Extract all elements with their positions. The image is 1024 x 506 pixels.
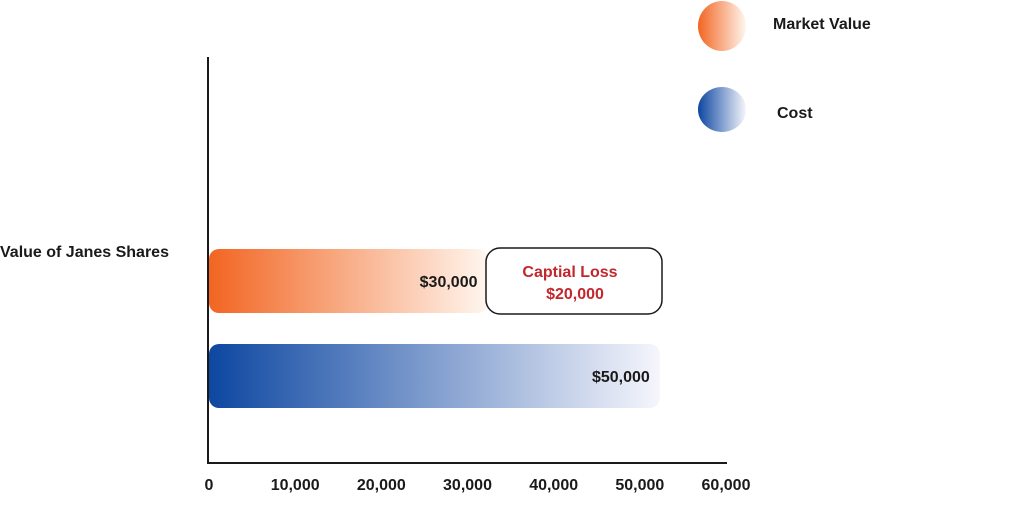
category-label: Value of Janes Shares: [0, 244, 169, 261]
bar-label-cost: $50,000: [592, 369, 650, 386]
x-tick-label: 0: [205, 477, 214, 494]
capital-loss-amount: $20,000: [546, 286, 604, 303]
legend-swatch-cost: [698, 87, 746, 132]
legend-label-market-value: Market Value: [773, 16, 871, 33]
legend-swatch-market-value: [698, 1, 746, 51]
x-tick-label: 40,000: [529, 477, 578, 494]
bar-market-value: [209, 249, 488, 313]
x-tick-label: 20,000: [357, 477, 406, 494]
x-tick-label: 30,000: [443, 477, 492, 494]
bar-label-market-value: $30,000: [420, 274, 478, 291]
capital-loss-callout-box: [485, 247, 663, 315]
capital-loss-title: Captial Loss: [522, 264, 617, 281]
bar-cost: [209, 344, 660, 408]
legend: Market Value Cost: [698, 1, 871, 132]
x-tick-label: 60,000: [702, 477, 751, 494]
legend-label-cost: Cost: [777, 105, 813, 122]
x-tick-label: 10,000: [271, 477, 320, 494]
x-tick-labels: 0 10,000 20,000 30,000 40,000 50,000 60,000: [205, 477, 751, 494]
x-tick-label: 50,000: [615, 477, 664, 494]
